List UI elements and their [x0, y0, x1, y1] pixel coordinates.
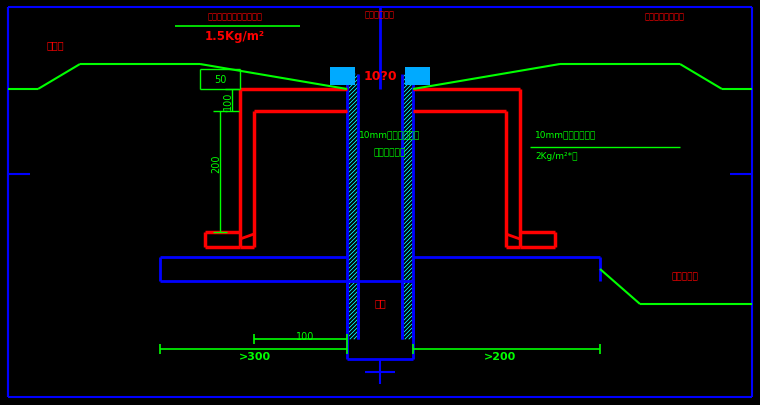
Bar: [405, 68, 430, 86]
Text: 10mm聚复合防水泥: 10mm聚复合防水泥: [359, 130, 420, 139]
Text: >300: >300: [239, 351, 271, 361]
Text: 1.5Kg/m²: 1.5Kg/m²: [205, 30, 265, 43]
Text: 2Kg/m²*遍: 2Kg/m²*遍: [535, 151, 578, 161]
Text: 100: 100: [296, 331, 314, 341]
Text: 防水砂浆找平: 防水砂浆找平: [374, 148, 406, 157]
Text: 10?0: 10?0: [363, 70, 397, 83]
Text: 防水层: 防水层: [46, 40, 64, 50]
Text: 混凝土垫层: 混凝土垫层: [672, 271, 699, 280]
Bar: [330, 68, 355, 86]
Text: 200: 200: [211, 154, 221, 173]
Text: 防水混凝土保护层: 防水混凝土保护层: [645, 12, 685, 21]
Text: 钢管: 钢管: [374, 297, 386, 307]
Text: 水泥基渗透结晶防水材料: 水泥基渗透结晶防水材料: [207, 12, 262, 21]
Text: 10mm聚复合防水泥: 10mm聚复合防水泥: [535, 130, 597, 139]
Text: 100: 100: [223, 92, 233, 110]
Text: 50: 50: [214, 75, 226, 85]
Text: >200: >200: [484, 351, 516, 361]
Text: 水膨胀止水棱: 水膨胀止水棱: [365, 10, 395, 19]
